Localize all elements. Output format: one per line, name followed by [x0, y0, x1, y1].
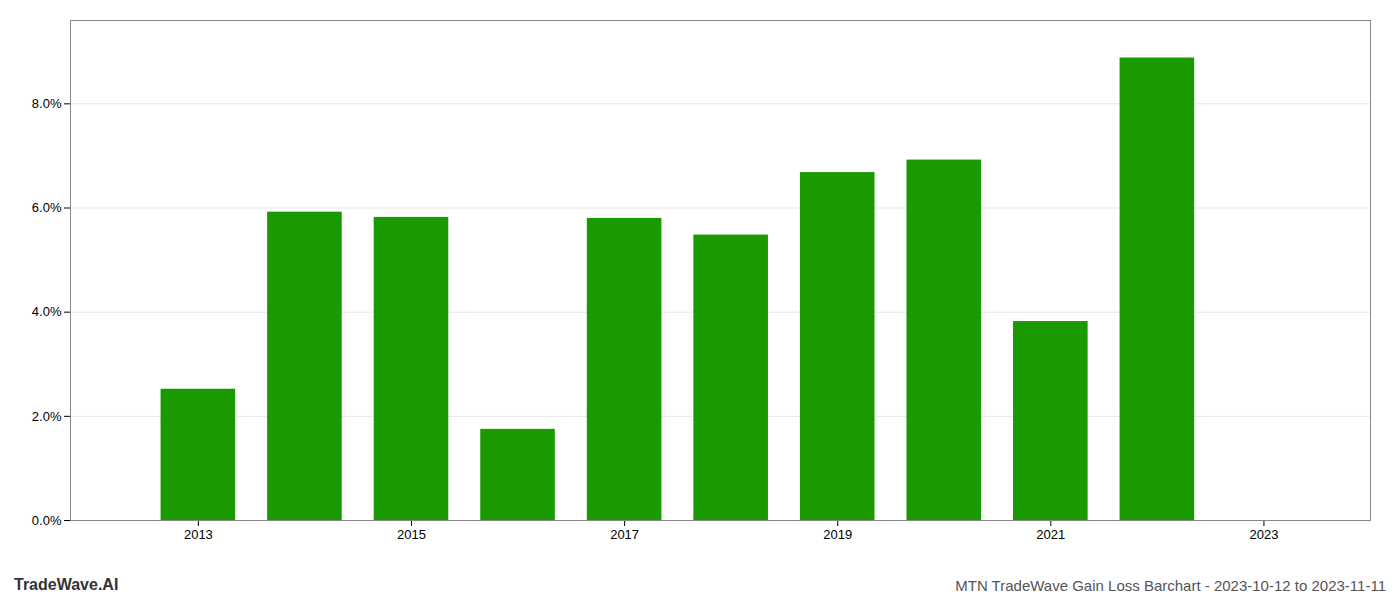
svg-text:2.0%: 2.0%: [32, 408, 62, 423]
svg-text:2021: 2021: [1036, 527, 1065, 542]
svg-text:2013: 2013: [184, 527, 213, 542]
svg-text:2015: 2015: [397, 527, 426, 542]
svg-text:2019: 2019: [823, 527, 852, 542]
svg-text:2017: 2017: [610, 527, 639, 542]
svg-text:8.0%: 8.0%: [32, 96, 62, 111]
svg-text:0.0%: 0.0%: [32, 513, 62, 528]
svg-text:4.0%: 4.0%: [32, 304, 62, 319]
svg-text:6.0%: 6.0%: [32, 200, 62, 215]
html-text:TradeWave.AI: TradeWave.AI: [14, 576, 119, 593]
svg-text:2023: 2023: [1249, 527, 1278, 542]
html-text:MTN TradeWave Gain Loss Barcha: MTN TradeWave Gain Loss Barchart - 2023-…: [955, 577, 1386, 594]
